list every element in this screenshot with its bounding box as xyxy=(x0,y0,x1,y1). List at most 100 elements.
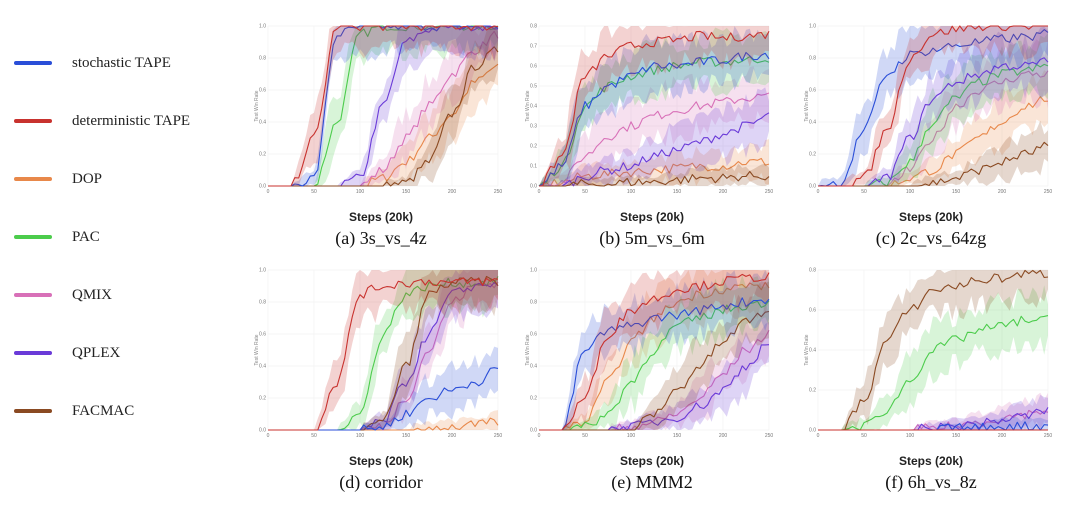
x-tick-label: 150 xyxy=(952,189,961,195)
series-band xyxy=(268,410,498,430)
y-tick-label: 0.8 xyxy=(809,268,816,274)
series-band xyxy=(818,285,1048,430)
series-line xyxy=(818,315,1049,431)
line-chart: 0.0 0.2 0.4 0.6 0.8 1.0 0 50 100 150 200 250 Test Wi… xyxy=(525,268,773,440)
y-tick-label: 0.8 xyxy=(530,24,537,30)
subfigure-caption: (c) 2c_vs_64zg xyxy=(875,228,987,248)
series-line xyxy=(539,112,770,187)
x-tick-label: 50 xyxy=(861,189,867,195)
x-tick-label: 100 xyxy=(356,433,365,439)
y-axis-label: Test Win Rate xyxy=(804,90,810,121)
y-tick-label: 0.4 xyxy=(809,120,816,126)
series-line xyxy=(538,56,770,187)
legend-item: stochastic TAPE xyxy=(14,53,171,73)
x-axis-label: Steps (20k) xyxy=(898,210,964,224)
legend-label: stochastic TAPE xyxy=(72,54,171,71)
y-tick-label: 0.3 xyxy=(530,124,537,130)
legend-swatch xyxy=(14,235,52,239)
y-tick-label: 0.6 xyxy=(809,88,816,94)
y-tick-label: 1.0 xyxy=(809,24,816,30)
series-band xyxy=(268,270,498,430)
y-tick-label: 0.2 xyxy=(259,152,266,158)
series-line xyxy=(268,277,499,431)
series-band xyxy=(818,270,1048,430)
x-axis-label: Steps (20k) xyxy=(348,454,414,468)
x-tick-label: 0 xyxy=(267,433,270,439)
series-line xyxy=(539,170,770,187)
legend-swatch xyxy=(14,61,52,65)
series-line xyxy=(538,30,770,187)
series-band xyxy=(539,163,769,186)
x-tick-label: 50 xyxy=(582,189,588,195)
x-tick-label: 250 xyxy=(494,189,503,195)
x-tick-label: 50 xyxy=(311,433,317,439)
series-line xyxy=(818,25,1048,187)
y-tick-label: 0.8 xyxy=(809,56,816,62)
x-tick-label: 150 xyxy=(673,189,682,195)
x-tick-label: 100 xyxy=(906,433,915,439)
plot-area xyxy=(818,26,1048,186)
y-tick-label: 0.1 xyxy=(530,164,537,170)
series-band xyxy=(818,70,1048,186)
chart-panel: 0.0 0.2 0.4 0.6 0.8 1.0 0 50 100 150 200 250 Test Wi… xyxy=(525,262,777,493)
series-band xyxy=(268,42,498,187)
series-line xyxy=(539,281,770,431)
x-tick-label: 100 xyxy=(627,189,636,195)
legend-item: PAC xyxy=(14,227,100,247)
x-tick-label: 250 xyxy=(1044,433,1053,439)
series-band xyxy=(539,321,769,430)
x-tick-label: 150 xyxy=(402,433,411,439)
y-tick-label: 0.6 xyxy=(809,308,816,314)
x-tick-label: 200 xyxy=(719,433,728,439)
legend-swatch xyxy=(14,119,52,123)
series-band xyxy=(539,275,769,430)
series-line xyxy=(818,269,1049,431)
legend-swatch xyxy=(14,293,52,297)
series-band xyxy=(818,26,1048,187)
y-tick-label: 0.0 xyxy=(809,428,816,434)
series-band xyxy=(539,270,769,430)
series-band xyxy=(268,26,498,186)
series-band xyxy=(268,26,498,186)
series-band xyxy=(818,120,1048,186)
series-band xyxy=(268,26,498,186)
series-line xyxy=(539,92,770,187)
series-band xyxy=(268,346,498,430)
series-band xyxy=(818,32,1048,187)
legend-item: QPLEX xyxy=(14,343,120,363)
x-tick-label: 200 xyxy=(719,189,728,195)
y-tick-label: 0.4 xyxy=(259,364,266,370)
legend-label: FACMAC xyxy=(72,402,135,419)
x-axis-label: Steps (20k) xyxy=(619,210,685,224)
series-band xyxy=(539,66,769,186)
subfigure-caption: (b) 5m_vs_6m xyxy=(599,228,705,248)
y-tick-label: 0.0 xyxy=(530,428,537,434)
x-tick-label: 0 xyxy=(817,433,820,439)
line-chart: 0.0 0.2 0.4 0.6 0.8 1.0 0 50 100 150 200 250 Test Wi… xyxy=(254,24,502,196)
y-tick-label: 0.6 xyxy=(530,64,537,70)
x-tick-label: 250 xyxy=(765,433,774,439)
y-tick-label: 0.8 xyxy=(259,300,266,306)
legend-label: deterministic TAPE xyxy=(72,112,191,129)
y-axis-label: Test Win Rate xyxy=(254,90,260,121)
y-tick-label: 0.6 xyxy=(530,332,537,338)
x-tick-label: 200 xyxy=(998,189,1007,195)
series-line xyxy=(818,141,1049,187)
x-tick-label: 100 xyxy=(627,433,636,439)
y-tick-label: 0.8 xyxy=(530,300,537,306)
series-band xyxy=(818,26,1048,186)
chart-panel: 0.0 0.2 0.4 0.6 0.8 1.0 0 50 100 150 200 250 Test Wi… xyxy=(254,262,506,493)
series-band xyxy=(268,270,498,430)
x-tick-label: 50 xyxy=(582,433,588,439)
y-tick-label: 0.0 xyxy=(809,184,816,190)
x-tick-label: 0 xyxy=(538,189,541,195)
series-line xyxy=(539,310,770,431)
series-band xyxy=(268,26,498,186)
legend-item: deterministic TAPE xyxy=(14,111,190,131)
y-tick-label: 1.0 xyxy=(259,268,266,274)
subfigure-caption: (f) 6h_vs_8z xyxy=(885,472,977,492)
chart-panel: 0.0 0.2 0.4 0.6 0.8 0 50 100 150 200 250 Test Win R… xyxy=(804,262,1056,493)
series-line xyxy=(538,51,770,187)
x-tick-label: 200 xyxy=(448,189,457,195)
x-tick-label: 250 xyxy=(494,433,503,439)
